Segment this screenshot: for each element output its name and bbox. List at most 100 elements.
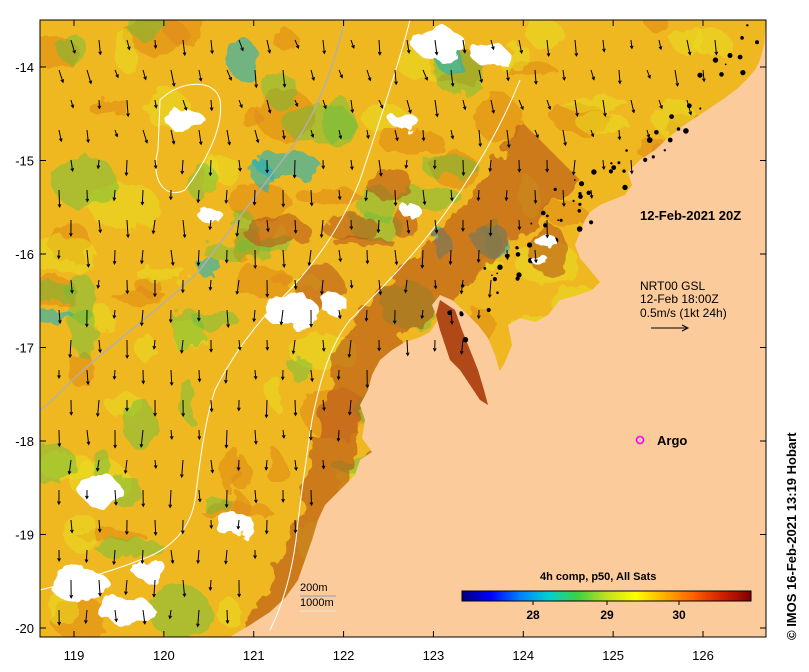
current-vector-head [182,52,187,57]
current-vector-head [307,262,312,267]
current-vector [366,69,371,81]
sst-patch [216,599,242,626]
current-vector [113,549,116,565]
island [578,202,582,206]
current-vector [562,129,566,146]
current-vector-head [237,593,242,598]
current-vector [338,69,343,78]
current-vector [198,489,201,502]
sst-patch [124,399,157,451]
current-vector [365,309,368,321]
no-data-patch [262,294,318,326]
island [699,107,702,110]
current-vector [58,189,61,208]
current-vector-head [208,226,213,231]
current-vector-head [366,135,370,140]
current-vector-head [144,139,149,144]
current-vector-head [434,229,439,234]
current-vector-head [253,265,258,270]
current-vector-head [629,45,634,50]
current-vector-head [265,293,270,298]
argo-label: Argo [657,433,687,448]
colorbar-ticks: 28 29 30 [526,601,686,622]
current-vector-head [403,289,408,294]
current-vector-head [462,49,467,54]
current-vector-head [488,168,493,173]
y-tick-label: -14 [15,60,34,75]
scale-arrowhead-icon [681,324,690,332]
current-vector-head [590,133,595,138]
current-vector [478,129,481,147]
current-vector [125,159,128,176]
sst-patch [233,455,250,492]
current-vector-head [95,413,100,418]
current-vector-head [589,194,594,199]
current-vector-head [367,77,372,82]
axis-tick-labels: 119 120 121 122 123 124 125 126 -14 -15 -16 -17 -18 -… [15,60,714,663]
sst-patch [221,443,239,495]
current-vector-head [319,234,324,239]
current-vector-head [57,204,62,209]
current-vector [294,99,298,107]
current-vector-head [462,106,467,111]
current-vector [125,579,128,595]
current-vector [266,39,271,53]
current-vector-head [225,620,230,625]
current-vector-head [253,440,258,445]
current-vector-head [227,141,231,146]
current-vector [322,459,325,469]
current-vector [377,219,380,233]
current-vector [225,429,228,448]
current-vector-head [141,380,146,385]
current-vector [518,219,520,230]
sst-patch [647,20,668,34]
current-vector-head [365,384,370,389]
current-vector-head [265,169,270,174]
current-vector-head [235,233,240,237]
current-vector [338,249,342,262]
island [676,127,681,131]
current-vector-head [336,437,341,443]
current-vector-head [253,375,258,380]
island [667,137,673,143]
sst-patch [40,310,76,323]
current-vector-head [351,44,355,49]
sst-patch [243,215,311,248]
current-vector-head [210,469,215,474]
current-vector-head [320,291,324,295]
current-vector-head [506,77,510,82]
current-vector-head [85,198,90,203]
current-vector [114,69,119,78]
current-vector-head [139,322,144,327]
island [486,307,491,313]
island [611,165,617,171]
current-vector [70,39,76,54]
island [515,276,520,281]
current-vector [421,249,424,268]
island [646,137,653,143]
current-vector-head [267,109,272,114]
current-vector [308,249,312,266]
island [617,161,621,165]
current-vector-head [96,165,101,170]
current-vector-head [208,586,213,592]
current-vector-head [168,196,173,201]
current-vector [153,579,156,597]
current-vector [406,339,409,356]
current-vector [310,129,314,138]
current-vector [253,309,256,322]
current-vector-head [95,467,100,472]
current-vector [534,249,537,263]
current-vector-head [208,286,213,291]
current-vector [238,39,244,51]
current-vector-head [196,560,201,565]
current-vector-head [196,262,201,267]
island [654,130,659,135]
current-vector-head [434,51,439,56]
current-vector [86,129,89,143]
current-vector [658,39,662,50]
current-vector [126,39,130,50]
current-vector-head [252,201,257,206]
current-vector-head [209,408,214,413]
current-vector-head [154,104,158,109]
